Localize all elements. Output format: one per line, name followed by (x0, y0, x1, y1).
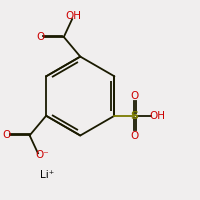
Text: O: O (36, 32, 45, 42)
Text: S: S (130, 111, 138, 121)
Text: OH: OH (149, 111, 165, 121)
Text: O⁻: O⁻ (35, 150, 49, 160)
Text: O: O (2, 130, 10, 140)
Text: OH: OH (65, 11, 81, 21)
Text: O: O (131, 91, 139, 101)
Text: O: O (131, 131, 139, 141)
Text: Li⁺: Li⁺ (40, 170, 54, 180)
